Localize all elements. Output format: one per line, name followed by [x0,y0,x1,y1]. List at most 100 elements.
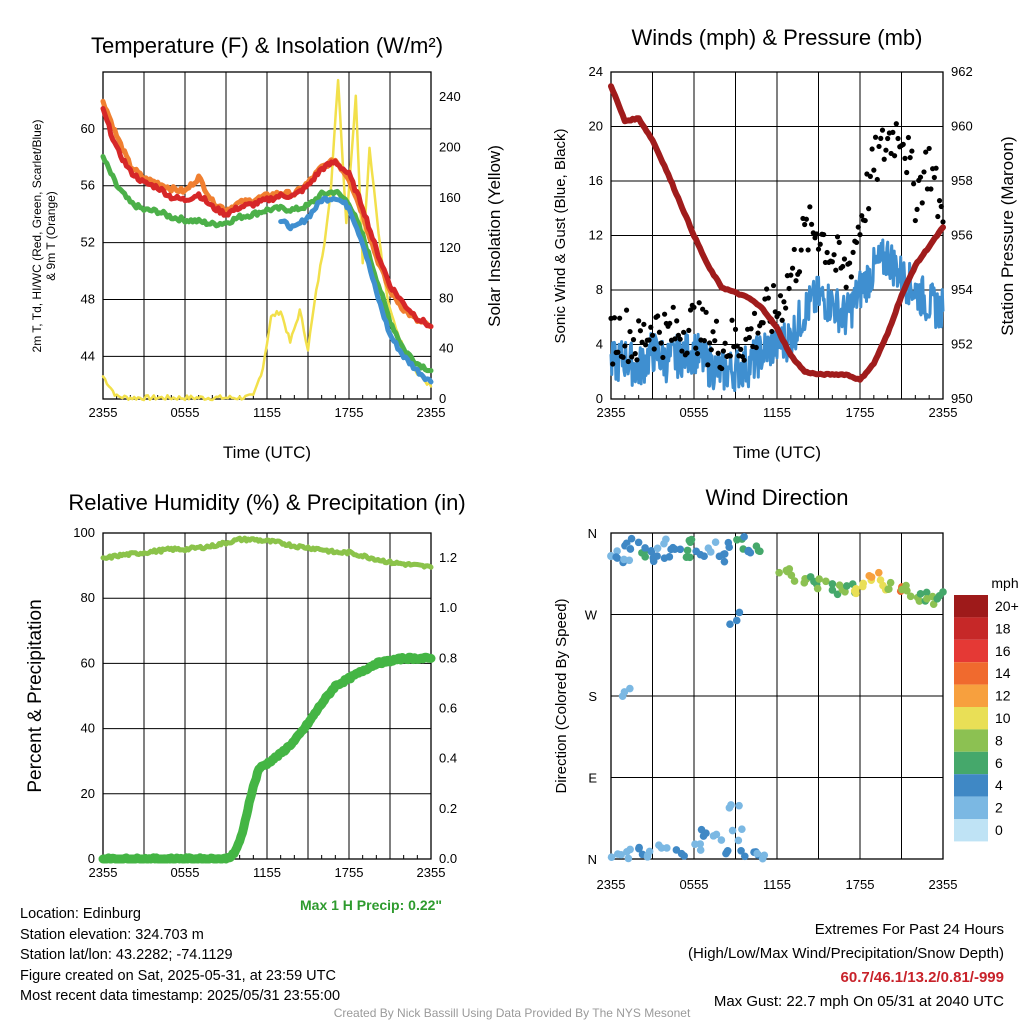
gust-point [700,306,706,312]
gust-point [760,320,766,326]
direction-point [672,846,681,854]
station-location: Location: Edinburg [20,906,141,922]
gust-point [791,246,797,253]
y2-axis-label: Station Pressure (Maroon) [998,136,1017,335]
direction-point [647,548,656,556]
y2-tick-label: 958 [951,173,973,188]
extremes-panel: Extremes For Past 24 Hours (High/Low/Max… [688,918,1004,1014]
x-axis-label: Time (UTC) [733,443,821,462]
legend-label: 4 [995,777,1003,793]
legend-swatch [954,639,988,663]
gust-point [831,252,837,258]
direction-point [733,535,741,544]
direction-point [724,538,733,547]
gust-point [672,336,678,342]
gust-point [679,348,685,354]
direction-point [728,826,737,835]
direction-point [858,582,867,591]
gust-point [751,310,758,316]
direction-point [726,620,734,628]
direction-point [699,832,708,840]
direction-point [935,592,944,600]
y-tick-label: 20 [81,786,95,801]
x-tick-label: 2355 [597,877,626,892]
direction-point [671,545,679,553]
direction-point [709,832,718,840]
direction-point [903,586,911,595]
chart-title: Wind Direction [705,485,848,510]
gust-point [746,334,752,341]
extremes-title: Extremes For Past 24 Hours [814,921,1004,938]
gust-point [928,186,934,192]
y-axis-label: 2m T, Td, HI/WC (Red, Green, Scarlet/Blu… [30,120,44,353]
direction-point [634,538,643,547]
gust-point [667,320,673,327]
max-precip-label: Max 1 H Precip: 0.22" [300,897,443,913]
y-tick-label: 12 [589,228,603,243]
gust-point [872,134,879,140]
direction-point [645,847,654,856]
gust-point [649,332,656,338]
gust-point [686,327,692,333]
y-tick-label: 8 [596,282,603,297]
gust-point [885,135,891,142]
x-tick-label: 2355 [417,865,446,880]
gust-point [629,354,635,360]
gust-point [713,318,720,324]
direction-point [686,538,695,546]
direction-point [706,548,715,556]
gust-point [867,173,873,179]
direction-point [607,853,616,862]
gust-point [793,278,799,284]
x-tick-label: 0555 [680,405,709,420]
gust-point [798,247,804,253]
direction-point [735,801,743,810]
gust-point [776,311,782,317]
gust-point [710,329,716,335]
legend-swatch [954,595,988,618]
gust-point [770,282,777,289]
direction-point [612,553,620,561]
direction-point [613,547,621,555]
gust-point [919,200,925,206]
gust-point [719,365,725,372]
y-tick-label: 16 [589,173,603,188]
y2-tick-label: 0.2 [439,801,457,816]
direction-point [865,572,874,580]
y-tick-label: E [588,771,597,786]
direction-point [660,554,669,562]
gust-point [779,317,785,323]
legend-swatch [954,819,988,842]
gust-point [855,224,861,230]
gust-point [748,326,754,332]
x-tick-label: 0555 [680,877,709,892]
direction-point [737,847,745,855]
gust-point [610,361,616,367]
gust-point [734,343,740,349]
gust-point [940,219,946,225]
direction-point [722,849,730,858]
gust-point [936,198,943,204]
gust-point [625,358,631,365]
direction-point [676,545,685,554]
direction-point [734,836,743,845]
station-latlon: Station lat/lon: 43.2282; -74.1129 [20,947,233,963]
direction-point [787,571,796,580]
gust-point [720,348,726,354]
gust-point [840,263,846,270]
gust-point [788,272,794,278]
gust-point [891,153,898,159]
x-tick-label: 2355 [89,865,118,880]
gust-point [805,247,811,253]
x-tick-label: 1155 [253,405,281,420]
gust-point [862,217,868,224]
x-tick-label: 1155 [763,405,791,420]
legend-label: 8 [995,732,1003,748]
gust-point [881,156,887,162]
legend-swatch [954,662,988,685]
gust-point [833,267,839,273]
direction-point [785,565,794,573]
y2-tick-label: 0 [439,391,446,406]
direction-point [626,684,634,693]
y2-tick-label: 40 [439,341,453,356]
